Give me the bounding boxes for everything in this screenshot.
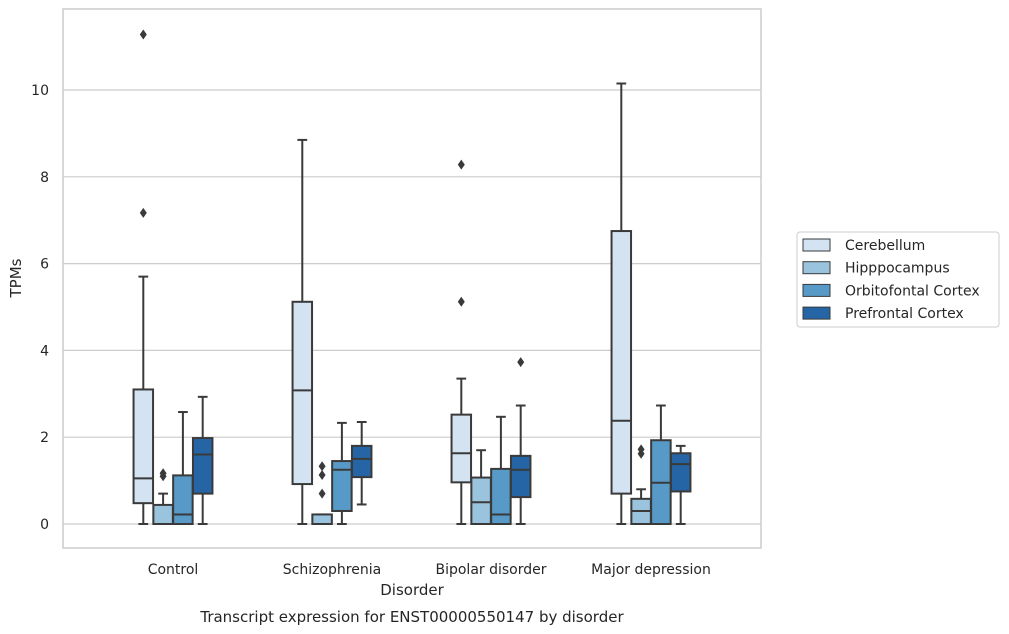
box-prefrontal-cortex bbox=[669, 444, 692, 525]
box-body bbox=[291, 300, 314, 486]
outlier-point bbox=[318, 488, 326, 499]
y-tick-label: 10 bbox=[31, 83, 49, 99]
box-cerebellum bbox=[291, 138, 314, 525]
chart-title: Transcript expression for ENST0000055014… bbox=[199, 608, 624, 626]
y-axis-label: TPMs bbox=[7, 258, 25, 298]
y-tick-label: 0 bbox=[40, 517, 49, 533]
y-tick-label: 8 bbox=[40, 170, 49, 186]
x-axis-ticks: Control Schizophrenia Bipolar disorder Majo… bbox=[148, 562, 711, 578]
box-body bbox=[669, 452, 692, 493]
outlier-point bbox=[457, 296, 465, 307]
box-body bbox=[610, 230, 633, 495]
box-body bbox=[509, 454, 532, 499]
x-tick-label: Major depression bbox=[591, 562, 711, 578]
box-body bbox=[152, 503, 174, 525]
legend-swatch bbox=[802, 238, 831, 252]
box-cerebellum bbox=[450, 159, 473, 525]
box-hipppocampus bbox=[152, 468, 174, 525]
x-tick-label: Control bbox=[148, 562, 199, 578]
legend-label: Prefrontal Cortex bbox=[845, 306, 964, 322]
y-tick-label: 4 bbox=[40, 343, 49, 359]
legend-swatch bbox=[802, 283, 831, 297]
box-body bbox=[450, 413, 473, 484]
outlier-point bbox=[637, 444, 645, 455]
plot-area-frame bbox=[62, 8, 762, 549]
box-prefrontal-cortex bbox=[350, 421, 373, 506]
box-cerebellum bbox=[132, 29, 155, 525]
outlier-point bbox=[318, 469, 326, 480]
legend-label: Orbitofontal Cortex bbox=[845, 283, 980, 299]
box-body bbox=[191, 437, 214, 495]
y-axis-ticks: 0 2 4 6 8 10 bbox=[31, 83, 49, 533]
outlier-point bbox=[517, 357, 525, 368]
legend-label: Hipppocampus bbox=[845, 261, 950, 277]
box-cerebellum bbox=[610, 82, 633, 525]
boxes bbox=[132, 29, 692, 526]
box-hipppocampus bbox=[470, 449, 492, 526]
x-axis-label: Disorder bbox=[380, 581, 444, 599]
box-orbitofontal-cortex bbox=[331, 421, 353, 525]
box-prefrontal-cortex bbox=[191, 395, 214, 525]
legend-frame bbox=[796, 231, 1000, 328]
x-tick-label: Bipolar disorder bbox=[435, 562, 546, 578]
legend: Cerebellum Hipppocampus Orbitofontal Corte… bbox=[796, 231, 1000, 328]
box-orbitofontal-cortex bbox=[172, 411, 194, 525]
legend-swatch bbox=[802, 261, 831, 275]
outlier-point bbox=[139, 207, 147, 218]
box-hipppocampus bbox=[630, 444, 652, 526]
outlier-point bbox=[139, 29, 147, 40]
box-hipppocampus bbox=[311, 461, 333, 526]
y-tick-label: 6 bbox=[40, 257, 49, 273]
outlier-point bbox=[318, 461, 326, 472]
outlier-point bbox=[159, 468, 167, 479]
box-orbitofontal-cortex bbox=[490, 415, 512, 525]
box-body bbox=[490, 467, 512, 525]
y-tick-label: 2 bbox=[40, 430, 49, 446]
box-body bbox=[132, 388, 155, 505]
legend-label: Cerebellum bbox=[845, 238, 925, 254]
box-body bbox=[311, 513, 333, 526]
outlier-point bbox=[457, 159, 465, 170]
box-prefrontal-cortex bbox=[509, 357, 532, 525]
box-body bbox=[172, 474, 194, 525]
box-body bbox=[470, 476, 492, 526]
box-body bbox=[350, 444, 373, 479]
box-body bbox=[331, 460, 353, 512]
legend-swatch bbox=[802, 306, 831, 320]
box-orbitofontal-cortex bbox=[650, 404, 672, 526]
x-tick-label: Schizophrenia bbox=[283, 562, 381, 578]
